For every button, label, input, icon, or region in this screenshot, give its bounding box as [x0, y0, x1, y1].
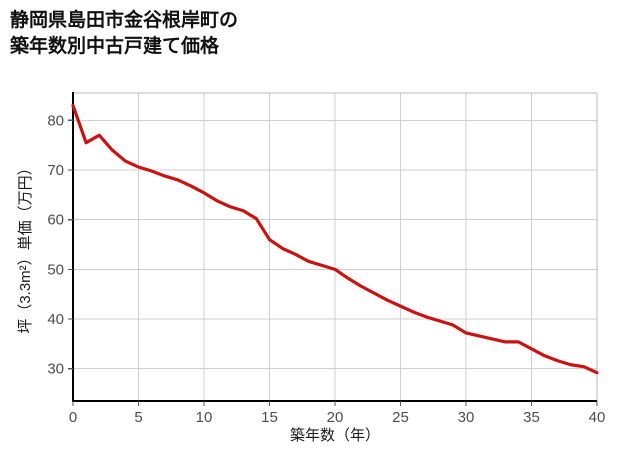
x-tick-label: 15 — [261, 409, 278, 426]
chart-title-line-1: 静岡県島田市金谷根岸町の — [10, 10, 239, 31]
price-trend-line — [71, 103, 599, 375]
x-tick-label: 0 — [69, 409, 77, 426]
chart-title: 静岡県島田市金谷根岸町の 築年数別中古戸建て価格 — [10, 8, 610, 60]
y-tick-label: 30 — [47, 361, 64, 378]
y-tick-label: 50 — [47, 261, 64, 278]
x-tick-label: 20 — [327, 409, 344, 426]
y-tick-label: 80 — [47, 112, 64, 129]
x-tick-label: 25 — [392, 409, 409, 426]
y-axis-tick-labels: 30 40 50 60 70 80 — [47, 112, 64, 377]
tick-marks — [68, 119, 598, 406]
x-axis-title: 築年数（年） — [290, 426, 380, 444]
x-tick-label: 40 — [589, 409, 606, 426]
chart-title-line-2: 築年数別中古戸建て価格 — [10, 36, 220, 57]
x-axis-tick-labels: 0 5 10 15 20 25 30 35 40 — [69, 409, 606, 426]
x-tick-label: 5 — [134, 409, 142, 426]
x-tick-label: 35 — [523, 409, 540, 426]
gridlines — [73, 93, 598, 401]
y-tick-label: 40 — [47, 311, 64, 328]
y-axis-title: 坪（3.3m²）単価（万円） — [17, 160, 34, 333]
x-tick-label: 30 — [458, 409, 475, 426]
y-tick-label: 60 — [47, 212, 64, 229]
y-tick-label: 70 — [47, 162, 64, 179]
x-tick-label: 10 — [196, 409, 213, 426]
